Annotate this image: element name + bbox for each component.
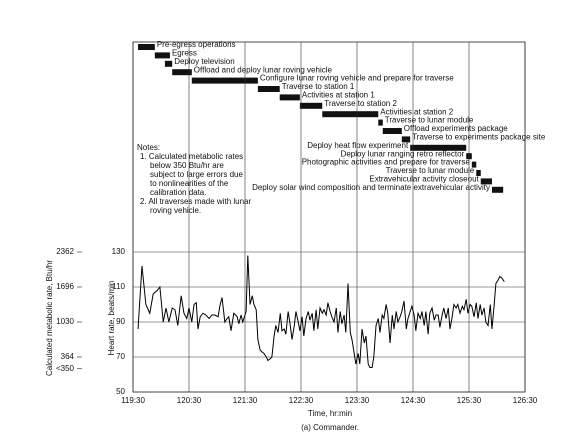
- note-line: 1. Calculated metabolic rates: [140, 152, 243, 161]
- x-tick-label: 119:30: [121, 396, 145, 405]
- y2-tick-label: 2362: [56, 247, 74, 256]
- task-bar: [378, 119, 383, 126]
- y-tick-label: 70: [116, 352, 125, 361]
- task-bar: [172, 69, 192, 76]
- x-tick-label: 120:30: [177, 396, 202, 405]
- task-bar: [154, 52, 170, 59]
- task-label: Extravehicular activity closeout: [369, 175, 479, 184]
- y2-tick-label: <350: [56, 364, 75, 373]
- task-bar: [476, 170, 481, 176]
- note-line: Notes:: [137, 143, 160, 152]
- task-label: Photographic activities and prepare for …: [302, 158, 471, 167]
- task-bar: [480, 178, 492, 185]
- x-tick-label: 123:30: [345, 396, 370, 405]
- task-label: Activities at station 1: [302, 91, 375, 100]
- y-axis-label: Heart rate, beats/min: [107, 281, 116, 356]
- task-bar: [471, 161, 477, 168]
- task-bar: [191, 77, 258, 84]
- task-label: Deploy television: [174, 57, 234, 66]
- task-label: Activities at station 2: [380, 107, 453, 116]
- task-bar: [491, 186, 504, 193]
- task-label: Deploy heat flow experiment: [307, 141, 409, 150]
- note-line: to nonlinearities of the: [150, 179, 229, 188]
- note-line: 2. All traverses made with lunar: [140, 197, 251, 206]
- task-label: Traverse to station 2: [324, 99, 397, 108]
- task-bar: [164, 60, 173, 67]
- note-line: subject to large errors due: [150, 170, 243, 179]
- task-bar: [257, 86, 280, 92]
- task-label: Traverse to station 1: [282, 82, 355, 91]
- x-axis-label: Time, hr:min: [308, 409, 352, 418]
- note-line: below 350 Btu/hr are: [150, 161, 224, 170]
- task-bar: [382, 128, 402, 134]
- task-label: Traverse to lunar module: [386, 166, 475, 175]
- x-tick-label: 126:30: [513, 396, 538, 405]
- task-bar: [410, 144, 467, 151]
- y-tick-label: 110: [112, 282, 125, 291]
- task-bar: [299, 102, 323, 109]
- y2-axis-label: Calculated metabolic rate, Btu/hr: [45, 260, 54, 376]
- task-label: Egress: [172, 49, 197, 58]
- task-label: Traverse to experiments package site: [412, 133, 546, 142]
- task-label: Pre-egress operations: [157, 40, 236, 49]
- y2-tick-label: 364: [61, 352, 75, 361]
- y2-tick-label: 1030: [56, 317, 74, 326]
- task-bar: [138, 44, 155, 50]
- task-label: Offload experiments package: [404, 124, 508, 133]
- task-bar: [279, 94, 300, 101]
- x-tick-label: 121:30: [233, 396, 258, 405]
- x-tick-label: 124:30: [401, 396, 426, 405]
- task-label: Deploy lunar ranging retro reflector: [341, 149, 465, 158]
- task-bar: [401, 136, 411, 143]
- y-tick-label: 50: [116, 387, 125, 396]
- note-line: calibration data.: [150, 188, 206, 197]
- task-bar: [322, 111, 379, 118]
- y-tick-label: 130: [112, 247, 126, 256]
- note-line: roving vehicle.: [150, 206, 201, 215]
- y-tick-label: 90: [116, 317, 125, 326]
- heart-rate-line: [137, 255, 505, 368]
- caption: (a) Commander.: [301, 423, 359, 432]
- y2-tick-label: 1696: [56, 282, 74, 291]
- x-tick-label: 125:30: [457, 396, 482, 405]
- task-label: Traverse to lunar module: [385, 116, 474, 125]
- task-label: Deploy solar wind composition and termin…: [252, 183, 490, 192]
- x-tick-label: 122:30: [289, 396, 314, 405]
- task-label: Offload and deploy lunar roving vehicle: [194, 65, 333, 74]
